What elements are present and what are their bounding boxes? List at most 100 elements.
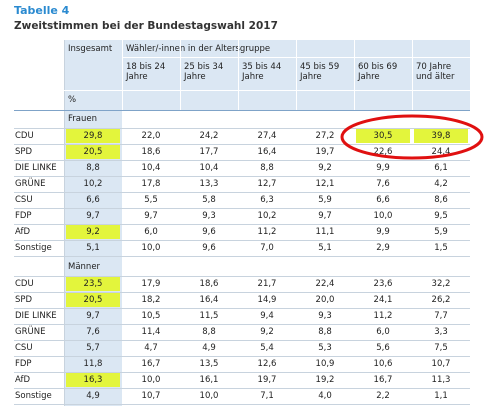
row-rule <box>14 240 470 241</box>
value-cell: 9,6 <box>202 227 216 237</box>
value-cell: 7,5 <box>434 343 448 353</box>
value-cell: 9,9 <box>376 163 390 173</box>
value-cell: 6,0 <box>144 227 158 237</box>
value-cell: 5,8 <box>202 195 216 205</box>
value-cell: 8,8 <box>202 327 216 337</box>
value-cell: 3,3 <box>434 327 448 337</box>
party-label: CSU <box>15 343 33 353</box>
value-cell: 4,2 <box>434 179 448 189</box>
value-cell: 10,0 <box>373 211 393 221</box>
section-rule <box>14 276 470 277</box>
value-cell: 19,7 <box>257 375 277 385</box>
row-rule <box>14 224 470 225</box>
value-cell: 8,8 <box>86 163 100 173</box>
column-divider <box>180 40 181 110</box>
value-cell: 17,8 <box>141 179 161 189</box>
value-cell: 6,6 <box>86 195 100 205</box>
value-cell: 10,2 <box>257 211 277 221</box>
value-cell: 4,9 <box>86 391 100 401</box>
value-cell: 1,5 <box>434 243 448 253</box>
value-cell: 13,5 <box>199 359 219 369</box>
value-cell: 11,8 <box>83 359 103 369</box>
value-cell: 29,8 <box>83 131 103 141</box>
value-cell: 9,7 <box>144 211 158 221</box>
value-cell: 7,6 <box>86 327 100 337</box>
value-cell: 10,0 <box>141 375 161 385</box>
value-cell: 5,9 <box>434 227 448 237</box>
row-rule <box>14 208 470 209</box>
value-cell: 22,0 <box>141 131 161 141</box>
value-cell: 10,5 <box>141 311 161 321</box>
age-header: 60 bis 69 Jahre <box>358 62 398 82</box>
value-cell: 23,5 <box>83 279 103 289</box>
value-cell: 19,2 <box>315 375 335 385</box>
age-header: 45 bis 59 Jahre <box>300 62 340 82</box>
value-cell: 11,3 <box>431 375 451 385</box>
value-cell: 22,6 <box>373 147 393 157</box>
age-header: 70 Jahre und älter <box>416 62 455 82</box>
party-label: FDP <box>15 359 32 369</box>
party-label: CDU <box>15 131 34 141</box>
table-title: Zweitstimmen bei der Bundestagswahl 2017 <box>14 20 278 32</box>
value-cell: 24,2 <box>199 131 219 141</box>
value-cell: 20,5 <box>83 295 103 305</box>
column-header: Insgesamt <box>68 44 113 54</box>
value-cell: 26,2 <box>431 295 451 305</box>
value-cell: 5,6 <box>376 343 390 353</box>
value-cell: 1,1 <box>434 391 448 401</box>
value-cell: 2,9 <box>376 243 390 253</box>
value-cell: 9,2 <box>318 163 332 173</box>
value-cell: 8,8 <box>318 327 332 337</box>
header-rule <box>64 90 470 91</box>
party-label: AfD <box>15 227 31 237</box>
party-label: SPD <box>15 295 33 305</box>
value-cell: 10,6 <box>373 359 393 369</box>
row-rule <box>14 324 470 325</box>
group-header: Wähler/-innen in der Altersgruppe <box>126 44 271 54</box>
value-cell: 7,7 <box>434 311 448 321</box>
value-cell: 9,7 <box>86 211 100 221</box>
party-label: DIE LINKE <box>15 163 57 173</box>
highlight <box>66 145 120 159</box>
section-label: Frauen <box>68 114 97 124</box>
highlight <box>66 277 120 291</box>
column-divider <box>296 40 297 110</box>
value-cell: 11,1 <box>315 227 335 237</box>
value-cell: 2,2 <box>376 391 390 401</box>
value-cell: 4,7 <box>144 343 158 353</box>
value-cell: 9,2 <box>260 327 274 337</box>
value-cell: 20,5 <box>83 147 103 157</box>
value-cell: 5,4 <box>260 343 274 353</box>
party-label: GRÜNE <box>15 327 46 337</box>
value-cell: 10,4 <box>141 163 161 173</box>
age-header: 25 bis 34 Jahre <box>184 62 224 82</box>
section-label: Männer <box>68 262 101 272</box>
value-cell: 30,5 <box>373 131 393 141</box>
highlight <box>66 293 120 307</box>
value-cell: 7,6 <box>376 179 390 189</box>
row-rule <box>14 144 470 145</box>
value-cell: 11,4 <box>141 327 161 337</box>
party-label: DIE LINKE <box>15 311 57 321</box>
value-cell: 14,9 <box>257 295 277 305</box>
unit: % <box>68 95 77 105</box>
value-cell: 9,3 <box>318 311 332 321</box>
value-cell: 13,3 <box>199 179 219 189</box>
value-cell: 21,7 <box>257 279 277 289</box>
value-cell: 24,1 <box>373 295 393 305</box>
value-cell: 18,6 <box>199 279 219 289</box>
value-cell: 10,2 <box>83 179 103 189</box>
value-cell: 8,8 <box>260 163 274 173</box>
value-cell: 8,6 <box>434 195 448 205</box>
row-rule <box>14 356 470 357</box>
age-header: 35 bis 44 Jahre <box>242 62 282 82</box>
value-cell: 7,1 <box>260 391 274 401</box>
section-rule <box>14 128 470 129</box>
header-bg <box>64 40 470 110</box>
value-cell: 10,0 <box>199 391 219 401</box>
value-cell: 4,9 <box>202 343 216 353</box>
value-cell: 5,1 <box>86 243 100 253</box>
value-cell: 6,0 <box>376 327 390 337</box>
value-cell: 6,1 <box>434 163 448 173</box>
